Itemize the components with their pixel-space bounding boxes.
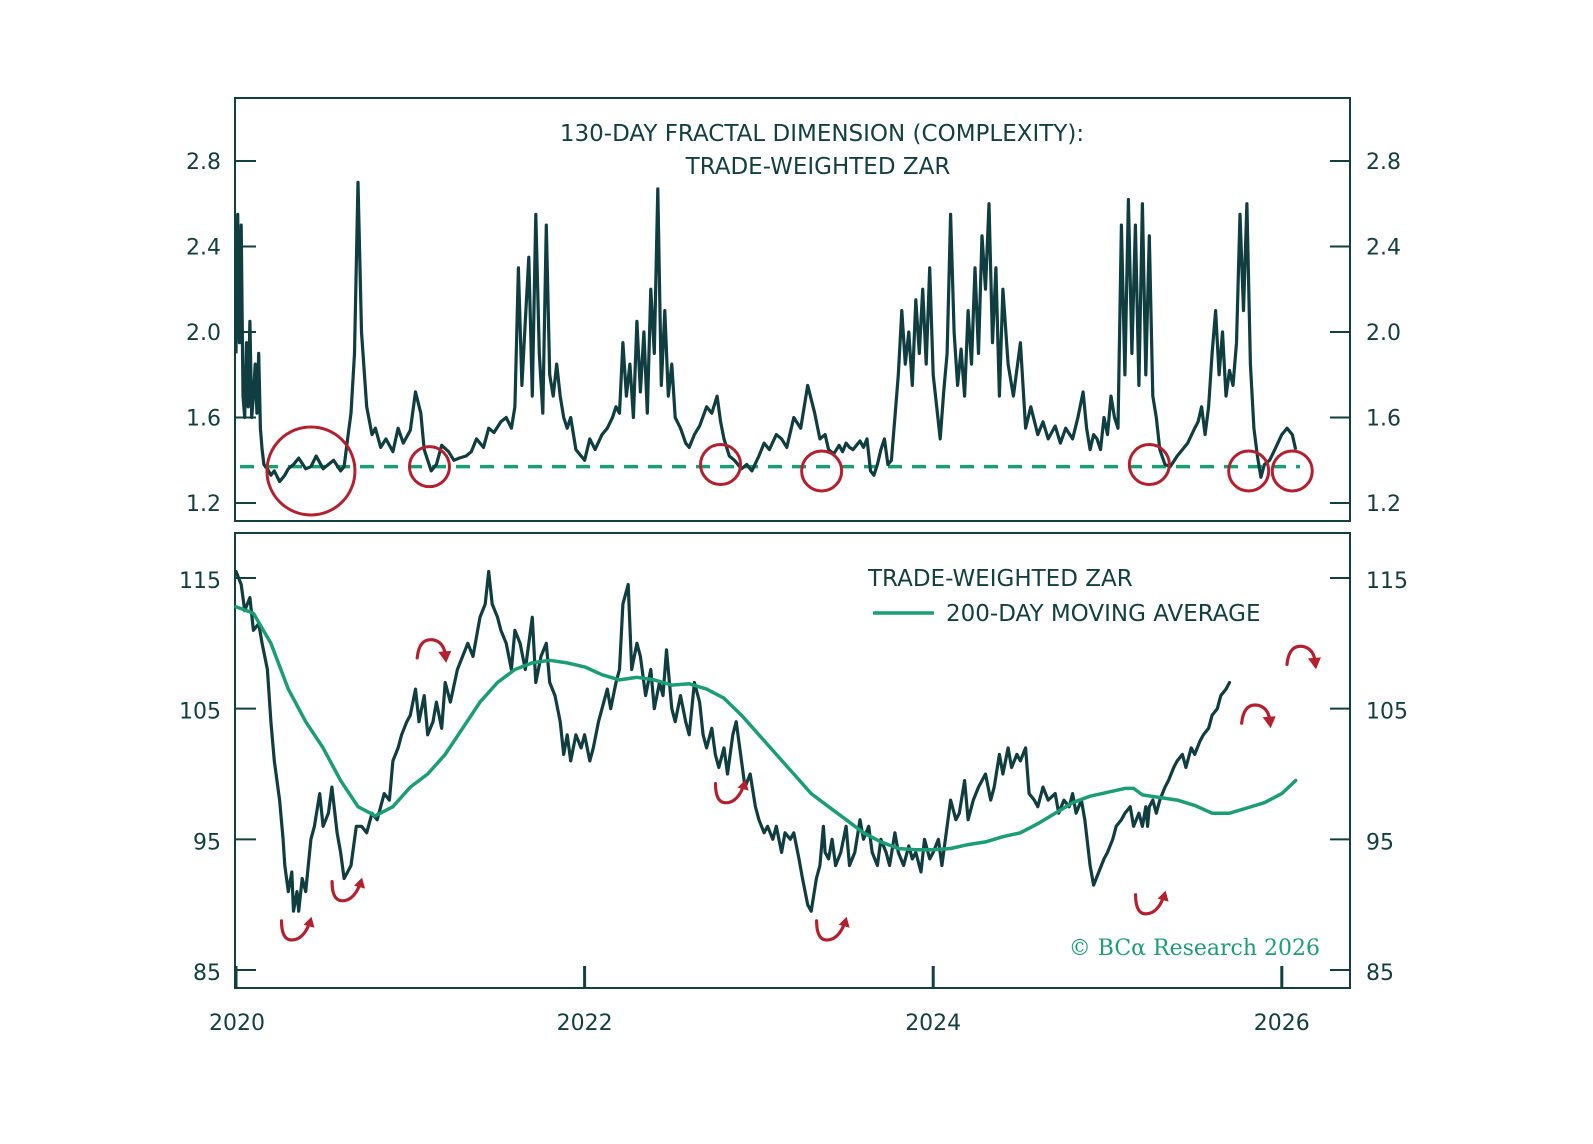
- bottom-ytick-label-right: 85: [1366, 961, 1394, 986]
- top-ytick-label-left: 1.6: [186, 407, 221, 432]
- top-ytick-label-right: 2.8: [1366, 150, 1401, 175]
- top-ytick-label-right: 1.6: [1366, 407, 1401, 432]
- legend: TRADE-WEIGHTED ZAR 200-DAY MOVING AVERAG…: [867, 566, 1260, 627]
- bottom-ytick-label-left: 115: [179, 569, 221, 594]
- turn-up-arrow: [815, 919, 847, 942]
- low-complexity-circle: [265, 425, 357, 517]
- trade-weighted-zar-line: [234, 569, 1232, 913]
- low-complexity-circle: [407, 445, 451, 489]
- bottom-ytick-label-left: 105: [179, 700, 221, 725]
- x-tick-label: 2024: [905, 1011, 961, 1036]
- low-complexity-circle: [1270, 449, 1314, 493]
- bottom-ytick-label-right: 105: [1366, 700, 1408, 725]
- bottom-panel-frame: [234, 532, 1351, 989]
- arrow-head: [303, 916, 315, 928]
- bottom-ytick-label-right: 95: [1366, 830, 1394, 855]
- x-axis: 2020 2022 2024 2026: [209, 966, 1310, 1036]
- bottom-series-group: [234, 569, 1298, 913]
- x-tick-label: 2026: [1254, 1011, 1310, 1036]
- turn-down-arrow: [415, 638, 447, 660]
- bottom-y-axis: 85 85 95 95 105 105 115 115: [179, 569, 1408, 986]
- low-complexity-circle: [800, 449, 844, 493]
- x-tick-label: 2020: [209, 1011, 265, 1036]
- turn-down-arrow: [1285, 644, 1317, 666]
- top-series-group: [234, 180, 1298, 484]
- arrow-head: [838, 916, 850, 928]
- arrow-head: [1157, 890, 1169, 902]
- low-complexity-circle: [1227, 449, 1271, 493]
- arrow-head: [354, 877, 366, 889]
- fractal-dimension-line: [234, 180, 1298, 484]
- arrow-head: [1262, 716, 1276, 729]
- turn-up-arrow: [279, 919, 312, 942]
- low-complexity-circle: [1127, 443, 1171, 487]
- arrow-head: [1307, 657, 1321, 670]
- top-ytick-label-right: 2.4: [1366, 236, 1401, 261]
- top-ytick-label-left: 1.2: [186, 492, 221, 517]
- bottom-ytick-label-left: 85: [193, 961, 221, 986]
- top-y-axis: 1.2 1.2 1.6 1.6 2.0 2.0 2.4 2.4 2.8 2.8: [186, 150, 1401, 517]
- top-ytick-label-left: 2.4: [186, 236, 221, 261]
- moving-average-line: [234, 604, 1298, 852]
- turn-up-arrow: [1133, 893, 1166, 916]
- arrow-head: [737, 779, 749, 791]
- turn-up-arrow: [330, 880, 362, 903]
- top-ytick-label-left: 2.0: [186, 321, 221, 346]
- turn-down-arrow: [1240, 703, 1272, 725]
- legend-entry-moving-average: 200-DAY MOVING AVERAGE: [946, 601, 1260, 627]
- top-chart-title: 130-DAY FRACTAL DIMENSION (COMPLEXITY):: [560, 121, 1084, 147]
- credit-text: © BCα Research 2026: [1069, 936, 1320, 961]
- top-ytick-label-right: 2.0: [1366, 321, 1401, 346]
- top-annotations: [265, 425, 1314, 517]
- top-ytick-label-right: 1.2: [1366, 492, 1401, 517]
- bottom-ytick-label-left: 95: [193, 830, 221, 855]
- turn-up-arrow: [713, 782, 746, 805]
- bottom-annotations: [279, 638, 1321, 942]
- legend-entry-zar: TRADE-WEIGHTED ZAR: [867, 566, 1133, 592]
- top-ytick-label-left: 2.8: [186, 150, 221, 175]
- low-complexity-circle: [699, 443, 743, 487]
- arrow-head: [438, 650, 452, 663]
- top-chart-subtitle: TRADE-WEIGHTED ZAR: [685, 154, 951, 180]
- bottom-ytick-label-right: 115: [1366, 569, 1408, 594]
- x-tick-label: 2022: [557, 1011, 613, 1036]
